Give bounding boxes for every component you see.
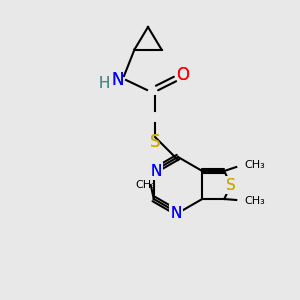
Text: S: S xyxy=(150,133,160,151)
Text: S: S xyxy=(226,178,236,193)
Text: N: N xyxy=(112,71,124,89)
Text: CH₃: CH₃ xyxy=(244,160,265,170)
Text: O: O xyxy=(176,66,190,84)
Text: S: S xyxy=(226,178,236,193)
Text: O: O xyxy=(176,66,190,84)
Text: H: H xyxy=(98,76,110,92)
Text: N: N xyxy=(170,206,182,220)
Text: N: N xyxy=(150,164,161,178)
Text: S: S xyxy=(150,133,160,151)
Text: CH₃: CH₃ xyxy=(135,180,156,190)
Text: N: N xyxy=(150,164,161,178)
Text: N: N xyxy=(170,206,182,220)
Text: N: N xyxy=(170,206,182,220)
Text: H: H xyxy=(98,76,110,92)
Text: S: S xyxy=(226,178,236,193)
Text: N: N xyxy=(150,164,161,178)
Text: CH₃: CH₃ xyxy=(244,196,265,206)
Text: N: N xyxy=(112,71,124,89)
